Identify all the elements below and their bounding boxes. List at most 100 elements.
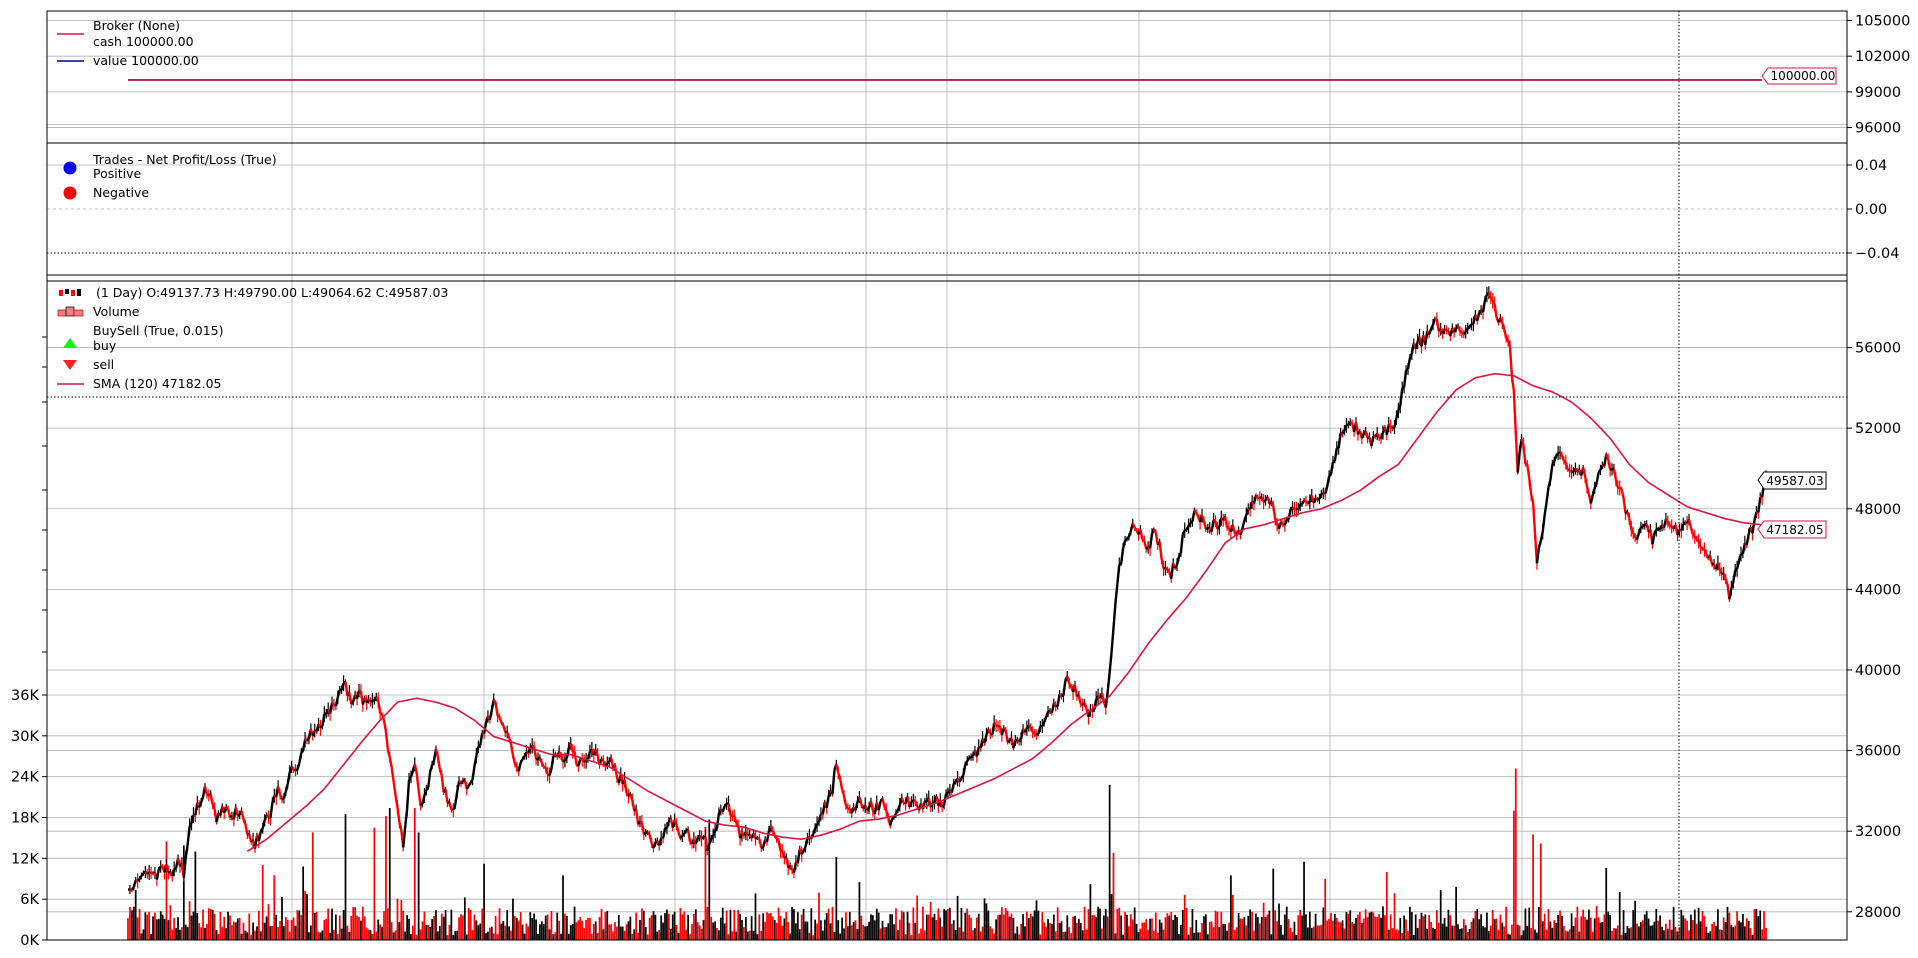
volume-bar <box>283 926 285 940</box>
volume-tick-label: 36K <box>11 688 39 704</box>
volume-bar <box>1424 914 1427 940</box>
legend-candle-icon <box>59 289 81 296</box>
volume-bar <box>1572 926 1575 940</box>
volume-bar <box>823 919 826 940</box>
volume-bar <box>862 925 865 940</box>
volume-bar <box>594 921 597 940</box>
volume-bar <box>458 917 460 940</box>
volume-bar <box>323 920 326 940</box>
volume-bar <box>1243 917 1246 940</box>
volume-bar <box>947 908 949 940</box>
volume-bar <box>1688 930 1690 940</box>
volume-bar <box>1584 917 1586 940</box>
volume-bar <box>1322 907 1325 940</box>
volume-bar <box>1199 932 1201 940</box>
y-tick-label: 105000 <box>1855 14 1910 30</box>
volume-bar <box>712 922 715 940</box>
volume-bar <box>1640 922 1642 940</box>
volume-bar <box>1295 935 1298 940</box>
volume-bar <box>856 929 859 940</box>
volume-bar <box>589 917 591 940</box>
volume-bar <box>1070 933 1073 940</box>
volume-bar <box>735 931 738 940</box>
volume-bar <box>1347 913 1350 940</box>
volume-bar <box>1487 930 1490 940</box>
volume-bar <box>1530 927 1533 940</box>
volume-bar <box>1068 927 1071 940</box>
volume-bar <box>1206 934 1209 940</box>
volume-bar <box>313 912 316 940</box>
volume-bar <box>398 922 401 940</box>
volume-bar <box>392 932 395 940</box>
volume-bar <box>843 928 845 940</box>
legend-sell-label: sell <box>93 357 114 372</box>
volume-bar <box>964 912 967 940</box>
volume-bar <box>1006 910 1009 940</box>
volume-bar <box>1151 918 1153 940</box>
volume-bar <box>1670 929 1673 940</box>
volume-bar <box>1538 906 1540 940</box>
volume-bar <box>610 924 612 940</box>
volume-bar <box>1041 912 1044 940</box>
volume-bar <box>261 865 264 940</box>
volume-bar <box>311 832 314 940</box>
volume-bar <box>1035 900 1038 940</box>
volume-bar <box>1137 932 1140 940</box>
volume-bar <box>1280 924 1282 940</box>
volume-bar <box>1528 907 1531 940</box>
volume-bar <box>267 904 270 940</box>
volume-bar <box>725 910 728 940</box>
volume-bar <box>1516 924 1519 940</box>
volume-bar <box>814 919 817 940</box>
volume-bar <box>1056 907 1059 940</box>
volume-bar <box>941 926 944 940</box>
y-tick-label: 0.00 <box>1855 202 1887 218</box>
volume-bar <box>1574 917 1577 940</box>
volume-bar <box>831 906 834 940</box>
volume-bar <box>771 916 774 940</box>
volume-bar <box>302 866 305 940</box>
volume-bar <box>972 930 974 940</box>
volume-bar <box>1355 918 1357 940</box>
volume-bar <box>1611 930 1613 940</box>
volume-tick-label: 24K <box>11 770 39 786</box>
volume-bar <box>989 926 992 940</box>
volume-bar <box>1464 925 1467 940</box>
volume-bar <box>795 923 797 940</box>
volume-bar <box>858 882 861 940</box>
volume-bar <box>1174 914 1176 940</box>
price-segment <box>1179 534 1184 554</box>
last-sma-box <box>1757 520 1827 539</box>
volume-bar <box>696 922 699 940</box>
volume-bar <box>227 911 229 940</box>
volume-bar <box>488 927 491 940</box>
volume-bar <box>920 928 922 940</box>
price-legend: (1 Day) O:49137.73 H:49790.00 L:49064.62… <box>57 285 448 391</box>
volume-bar <box>209 909 212 940</box>
volume-bar <box>1518 925 1521 940</box>
volume-bar <box>317 931 320 940</box>
volume-bar <box>529 912 532 940</box>
volume-bar <box>723 923 726 940</box>
volume-bar <box>1511 924 1513 940</box>
volume-bar <box>177 917 179 940</box>
volume-bar <box>204 927 206 940</box>
volume-bar <box>258 910 260 940</box>
volume-bar <box>1079 922 1082 940</box>
price-segment <box>831 770 836 795</box>
volume-bar <box>1412 934 1415 940</box>
volume-bar <box>922 906 924 940</box>
volume-bar <box>818 892 820 940</box>
y-tick-label: 96000 <box>1855 121 1901 137</box>
volume-bar <box>161 914 164 940</box>
volume-bar <box>573 906 576 940</box>
volume-bar <box>1052 914 1055 940</box>
volume-bar <box>1278 903 1280 940</box>
volume-bar <box>1713 921 1715 940</box>
volume-bar <box>881 920 884 940</box>
volume-bar <box>294 925 297 940</box>
volume-bar <box>1370 911 1373 940</box>
y-tick-label: 40000 <box>1855 663 1901 679</box>
volume-bar <box>288 931 291 940</box>
